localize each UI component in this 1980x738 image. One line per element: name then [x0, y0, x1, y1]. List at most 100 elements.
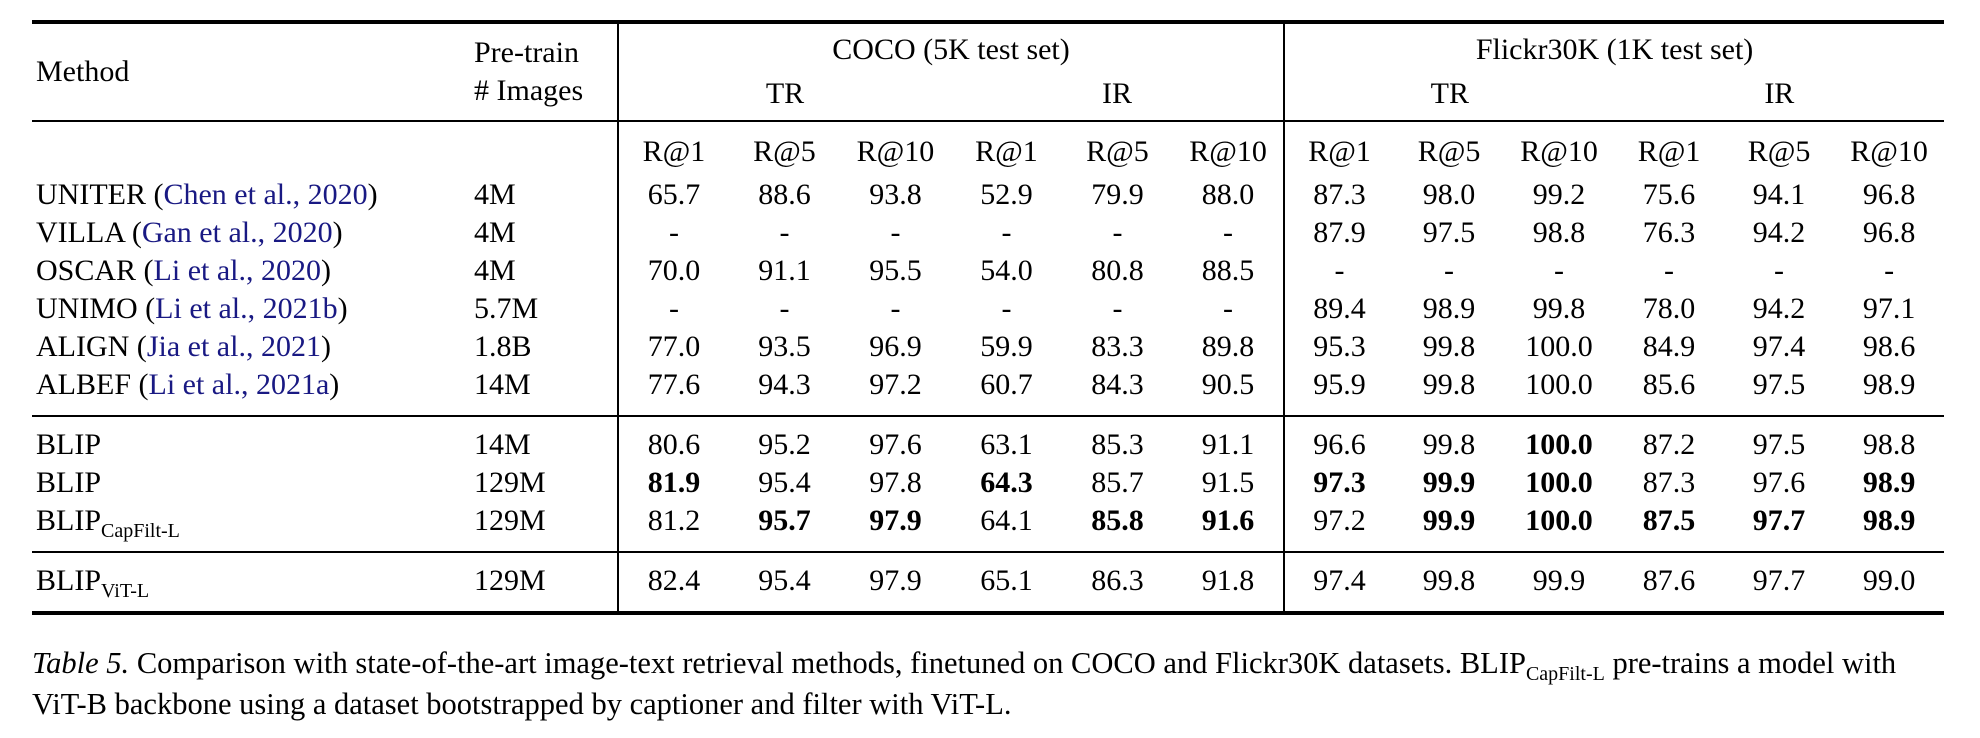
- metric-value: -: [1223, 216, 1234, 249]
- table-row-blip-vit-l: BLIPViT-L 129M 82.4 95.4 97.9 65.1 86.3 …: [32, 551, 1945, 613]
- metric-value: 100.0: [1525, 330, 1593, 363]
- metric-value: 87.2: [1614, 415, 1725, 464]
- metric-value: 96.8: [1862, 216, 1916, 249]
- metric-value: 99.8: [1394, 415, 1505, 464]
- metric-value: 94.3: [758, 368, 811, 401]
- metric-value: 97.4: [1752, 330, 1806, 363]
- metric-value: 98.9: [1862, 368, 1916, 401]
- metric-value: 86.3: [1062, 551, 1173, 613]
- metric-value: 85.7: [1091, 466, 1144, 499]
- metric-value: 85.8: [1091, 504, 1144, 537]
- metric-value: 99.0: [1834, 551, 1945, 613]
- metric-value: -: [1554, 254, 1565, 287]
- metric-value: 100.0: [1504, 415, 1615, 464]
- citation-link[interactable]: Chen et al., 2020: [163, 178, 368, 211]
- metric-value: 97.1: [1862, 292, 1916, 325]
- pretrain-count: 129M: [474, 466, 546, 499]
- metric-value: 87.3: [1283, 176, 1395, 214]
- metric-value: 97.8: [869, 466, 922, 499]
- metric-header: R@5: [1417, 135, 1481, 168]
- metric-value: 63.1: [951, 415, 1062, 464]
- table-header-row: Method Pre-train # Images COCO (5K test …: [32, 22, 1945, 122]
- pretrain-count: 4M: [474, 216, 516, 249]
- flickr-ir-label: IR: [1764, 77, 1795, 110]
- metric-value: 75.6: [1642, 178, 1696, 211]
- metric-value: 87.9: [1283, 214, 1395, 252]
- metric-value: 99.8: [1532, 292, 1586, 325]
- metric-value: -: [617, 290, 729, 328]
- metric-value: 79.9: [1091, 178, 1144, 211]
- citation-link[interactable]: Li et al., 2020: [153, 254, 321, 287]
- metric-value: 93.8: [869, 178, 922, 211]
- metric-header: R@1: [617, 121, 729, 176]
- flickr-title: Flickr30K (1K test set): [1475, 33, 1754, 66]
- table-row-oscar: OSCAR (Li et al., 2020) 4M 70.0 91.1 95.…: [32, 252, 1944, 290]
- citation-link[interactable]: Li et al., 2021a: [148, 368, 330, 401]
- metric-value: -: [1001, 292, 1012, 325]
- metric-value: 95.2: [729, 415, 840, 464]
- metric-value: -: [890, 216, 901, 249]
- metric-value: 97.2: [1283, 502, 1395, 552]
- method-name: UNIMO (: [36, 292, 156, 325]
- metric-value: -: [1283, 252, 1395, 290]
- metric-value: 88.6: [758, 178, 811, 211]
- metric-value: 84.9: [1642, 330, 1696, 363]
- metric-value: 95.9: [1283, 366, 1395, 416]
- metric-value: -: [1774, 254, 1785, 287]
- metric-value: 97.9: [869, 504, 922, 537]
- citation-link[interactable]: Li et al., 2021b: [155, 292, 338, 325]
- table-row-villa: VILLA (Gan et al., 2020) 4M - - - - - - …: [32, 214, 1944, 252]
- table-row-uniter: UNITER (Chen et al., 2020) 4M 65.7 88.6 …: [32, 176, 1944, 214]
- metric-value: 98.8: [1532, 216, 1586, 249]
- metric-value: -: [1444, 254, 1455, 287]
- pretrain-count: 1.8B: [474, 330, 532, 363]
- table-row-blip-capfilt-l: BLIPCapFilt-L 129M 81.2 95.7 97.9 64.1 8…: [32, 502, 1944, 552]
- metric-value: 87.5: [1642, 504, 1696, 537]
- metric-header: R@5: [1747, 135, 1811, 168]
- metric-value: -: [1884, 254, 1895, 287]
- metric-value: 87.3: [1642, 466, 1696, 499]
- metric-value: -: [1001, 216, 1012, 249]
- metric-value: 81.2: [617, 502, 729, 552]
- metric-value: 98.9: [1422, 292, 1476, 325]
- metric-value: 98.9: [1862, 504, 1916, 537]
- metric-value: 80.6: [617, 415, 729, 464]
- method-name: BLIP: [36, 564, 102, 597]
- method-name: UNITER (: [36, 178, 164, 211]
- metric-value: 96.9: [869, 330, 922, 363]
- metric-value: -: [1664, 254, 1675, 287]
- metric-value: 99.9: [1422, 466, 1476, 499]
- col-group-coco: COCO (5K test set) TR IR: [616, 22, 1285, 122]
- metric-value: 99.8: [1422, 330, 1476, 363]
- coco-ir-label: IR: [1102, 77, 1133, 110]
- metric-header: R@1: [975, 135, 1038, 168]
- metric-value: 97.6: [1752, 466, 1806, 499]
- metric-header-row: R@1 R@5 R@10 R@1 R@5 R@10 R@1 R@5 R@10 R…: [32, 121, 1944, 176]
- metric-value: 97.3: [1283, 464, 1395, 502]
- metric-value: 91.5: [1201, 466, 1255, 499]
- metric-value: 97.5: [1724, 415, 1835, 464]
- metric-value: 91.1: [1173, 415, 1285, 464]
- results-table: Method Pre-train # Images COCO (5K test …: [32, 20, 1945, 615]
- caption-text-1: Comparison with state-of-the-art image-t…: [129, 646, 1526, 680]
- metric-value: -: [779, 216, 790, 249]
- flickr-tr-label: TR: [1430, 77, 1469, 110]
- metric-value: 88.0: [1201, 178, 1255, 211]
- metric-value: 98.6: [1862, 330, 1916, 363]
- table-row-unimo: UNIMO (Li et al., 2021b) 5.7M - - - - - …: [32, 290, 1944, 328]
- metric-value: 80.8: [1091, 254, 1144, 287]
- metric-value: 95.4: [758, 466, 811, 499]
- metric-value: 77.6: [617, 366, 729, 416]
- metric-value: 77.0: [617, 328, 729, 366]
- metric-value: 98.0: [1422, 178, 1476, 211]
- metric-value: -: [779, 292, 790, 325]
- metric-value: 94.1: [1752, 178, 1806, 211]
- citation-link[interactable]: Gan et al., 2020: [141, 216, 333, 249]
- metric-header: R@10: [1520, 135, 1598, 168]
- metric-header: R@10: [856, 135, 935, 168]
- metric-value: -: [617, 214, 729, 252]
- citation-link[interactable]: Jia et al., 2021: [146, 330, 321, 363]
- metric-value: 59.9: [980, 330, 1033, 363]
- method-name: ALIGN (: [36, 330, 147, 363]
